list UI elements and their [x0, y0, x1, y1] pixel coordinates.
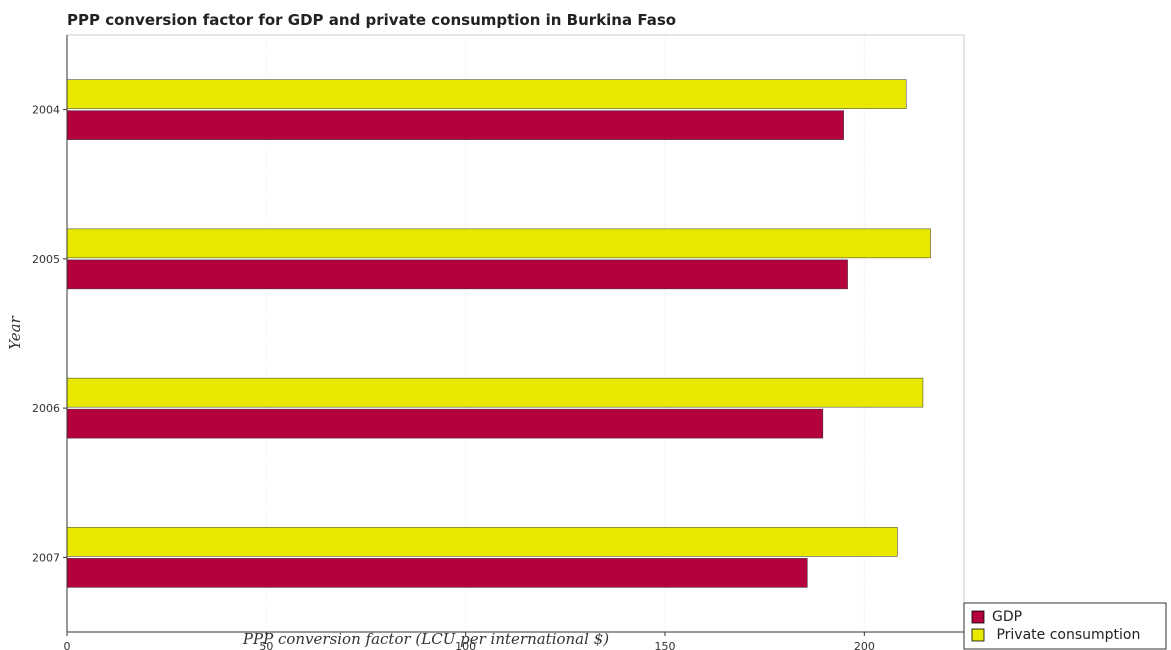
x-tick-label: 50	[259, 640, 273, 650]
bar-gdp-2007	[66, 558, 808, 588]
y-tick-label: 2004	[32, 104, 60, 117]
y-tick-label: 2007	[32, 551, 60, 564]
x-tick-label: 100	[455, 640, 476, 650]
bar-private-consumption-2007	[66, 527, 898, 557]
legend: GDP Private consumption	[963, 602, 1167, 650]
plot-area: 0 50 100 150 200 2004 2005 2006 2007	[32, 34, 965, 650]
bars	[66, 79, 931, 588]
bar-private-consumption-2005	[66, 228, 931, 259]
chart-title: PPP conversion factor for GDP and privat…	[67, 11, 676, 29]
legend-box	[963, 602, 1167, 650]
bar-gdp-2006	[66, 408, 824, 439]
x-tick-label: 150	[655, 640, 676, 650]
y-tick-label: 2005	[32, 253, 60, 266]
x-axis-title: PPP conversion factor (LCU per internati…	[242, 630, 609, 648]
y-axis-title: Year	[6, 315, 24, 349]
legend-label-gdp: GDP	[992, 609, 1022, 625]
legend-label-private-consumption: Private consumption	[992, 627, 1140, 643]
legend-swatch-gdp	[971, 610, 985, 624]
bar-gdp-2005	[66, 259, 848, 290]
y-ticks: 2004 2005 2006 2007	[32, 104, 67, 564]
x-tick-label: 0	[64, 640, 71, 650]
x-tick-label: 200	[854, 640, 875, 650]
bar-gdp-2004	[66, 110, 844, 140]
bar-private-consumption-2006	[66, 377, 924, 408]
y-tick-label: 2006	[32, 402, 60, 415]
bar-private-consumption-2004	[66, 79, 907, 109]
legend-swatch-private-consumption	[971, 628, 985, 642]
x-ticks: 0 50 100 150 200	[64, 632, 875, 650]
